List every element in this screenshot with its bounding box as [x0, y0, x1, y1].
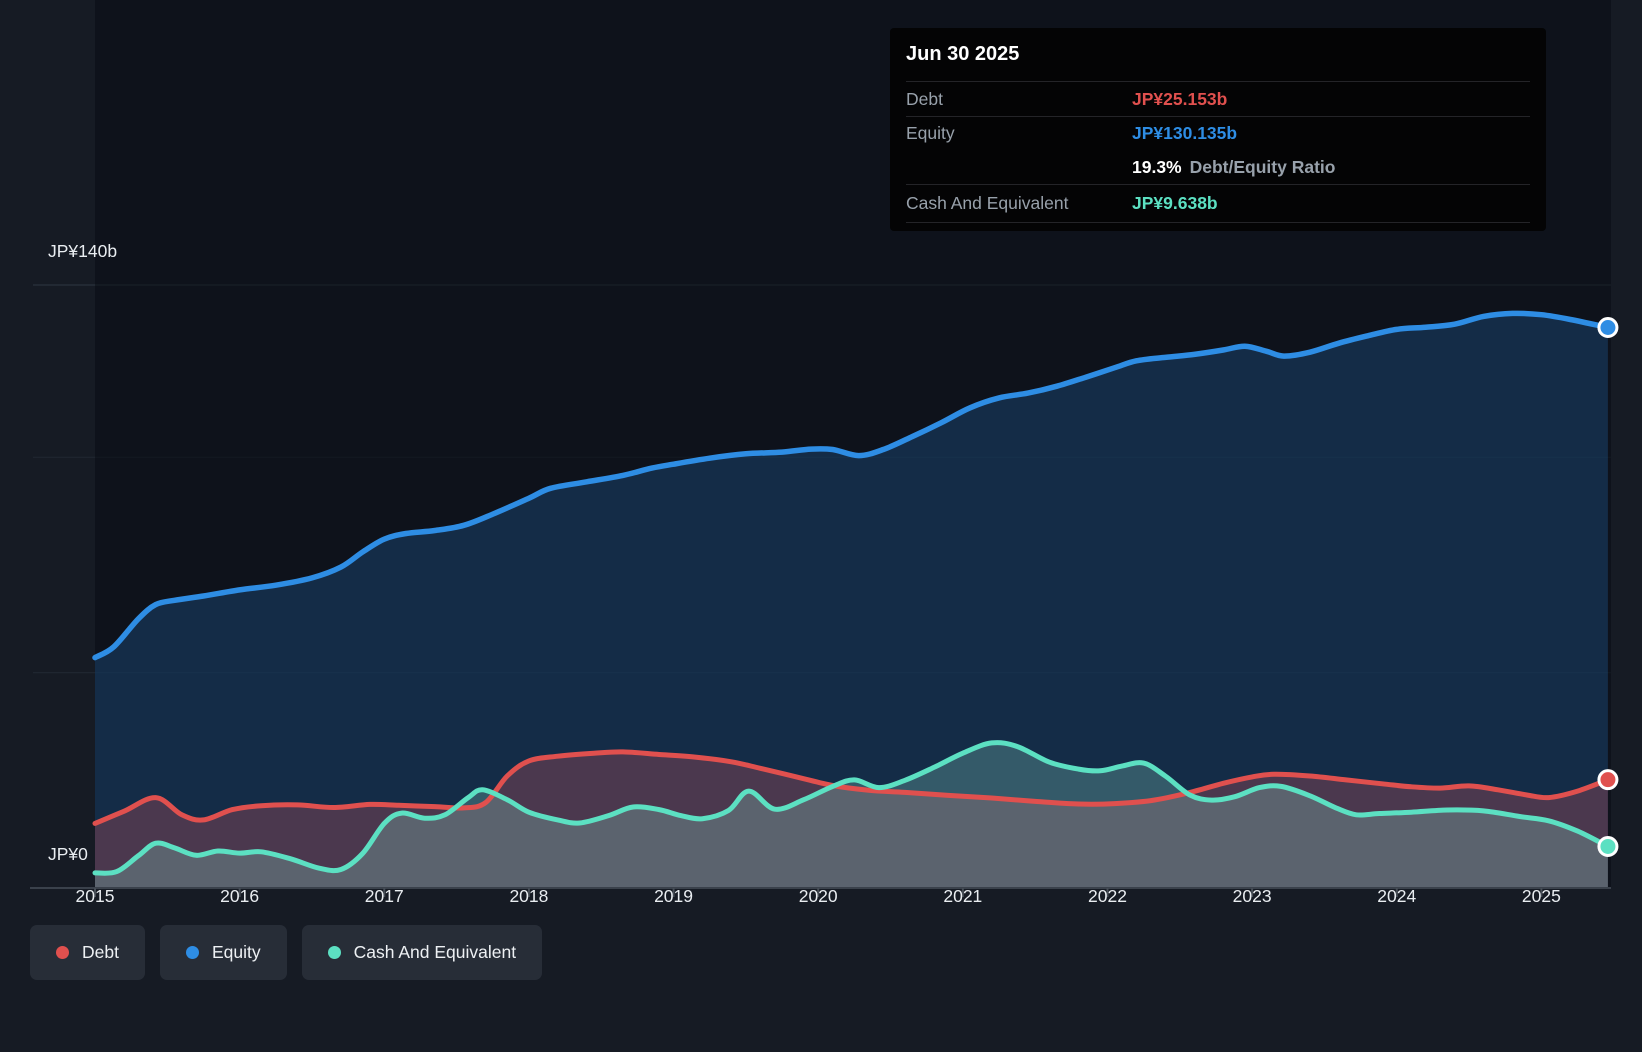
series-end-markers	[1597, 316, 1619, 857]
x-axis-label: 2019	[654, 886, 694, 906]
cash-dot-icon	[327, 946, 341, 959]
tooltip-debt-label: Debt	[906, 88, 943, 109]
tooltip-date: Jun 30 2025	[906, 28, 1530, 82]
equity-dot-icon	[185, 946, 199, 959]
x-axis-label: 2015	[75, 886, 115, 906]
tooltip-equity-row: Equity JP¥130.135b	[906, 117, 1530, 150]
legend-item-equity[interactable]: Equity	[159, 925, 287, 980]
tooltip-ratio-value: 19.3%	[1132, 156, 1182, 177]
y-axis-label: JP¥140b	[48, 241, 118, 261]
debt-area	[95, 751, 1608, 888]
x-axis-label: 2024	[1377, 886, 1417, 906]
x-axis-label: 2020	[798, 886, 838, 906]
cash-and-equivalent-line	[92, 740, 1611, 876]
x-axis-label: 2025	[1521, 886, 1561, 906]
equity-end-marker	[1597, 316, 1619, 338]
tooltip-equity-value: JP¥130.135b	[1132, 123, 1238, 143]
debt-line	[92, 749, 1611, 826]
equity-area	[95, 313, 1608, 888]
tooltip-cash-value: JP¥9.638b	[1132, 193, 1218, 213]
x-axis-label: 2022	[1088, 886, 1127, 906]
legend-equity-label: Equity	[211, 942, 261, 962]
tooltip-cash-label: Cash And Equivalent	[906, 193, 1069, 213]
legend-debt-label: Debt	[82, 942, 119, 962]
tooltip-debt-value: JP¥25.153b	[1132, 88, 1228, 109]
x-axis-label: 2021	[943, 886, 983, 906]
area-fills	[95, 313, 1608, 888]
x-axis-label: 2018	[509, 886, 549, 906]
x-axis-ticks	[94, 888, 1543, 897]
chart-legend: Debt Equity Cash And Equivalent	[30, 925, 543, 980]
cash-and-equivalent-area	[95, 742, 1608, 888]
series-lines	[92, 310, 1611, 876]
legend-item-debt[interactable]: Debt	[30, 925, 145, 980]
cash-and-equivalent-end-marker	[1597, 835, 1619, 857]
tooltip-ratio-label: Debt/Equity Ratio	[1189, 156, 1336, 177]
x-axis-label: 2017	[364, 886, 404, 906]
tooltip-debt-row: Debt JP¥25.153b	[906, 82, 1530, 117]
tooltip-equity-label: Equity	[906, 123, 955, 143]
legend-item-cash[interactable]: Cash And Equivalent	[301, 925, 543, 980]
y-axis-label: JP¥0	[48, 844, 88, 864]
chart-tooltip: Jun 30 2025 Debt JP¥25.153b Equity JP¥13…	[890, 28, 1546, 231]
x-axis-label: 2016	[220, 886, 260, 906]
tooltip-ratio-row: 19.3% Debt/Equity Ratio	[906, 150, 1530, 185]
legend-cash-label: Cash And Equivalent	[353, 942, 517, 962]
debt-end-marker	[1597, 769, 1619, 791]
debt-dot-icon	[56, 946, 69, 959]
equity-line	[92, 310, 1611, 661]
x-axis-label: 2023	[1232, 886, 1272, 906]
tooltip-cash-row: Cash And Equivalent JP¥9.638b	[906, 185, 1530, 223]
